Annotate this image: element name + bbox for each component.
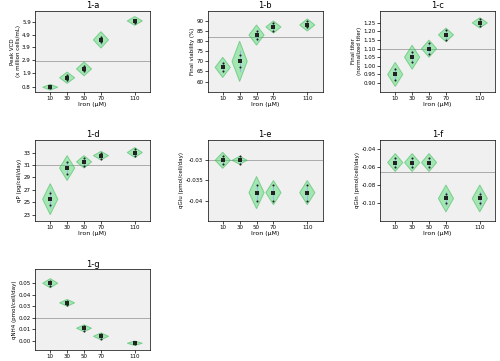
Title: 1-c: 1-c <box>431 1 444 10</box>
Polygon shape <box>388 153 403 171</box>
Y-axis label: qGlu (pmol/cell/day): qGlu (pmol/cell/day) <box>179 152 184 209</box>
Y-axis label: qP (pg/cell/day): qP (pg/cell/day) <box>18 159 22 202</box>
Title: 1-f: 1-f <box>432 130 443 139</box>
Polygon shape <box>266 21 281 33</box>
Polygon shape <box>438 28 454 42</box>
Polygon shape <box>232 41 247 82</box>
Polygon shape <box>60 299 74 306</box>
Polygon shape <box>76 156 92 168</box>
Y-axis label: Final viability (%): Final viability (%) <box>190 27 195 75</box>
Polygon shape <box>422 40 436 57</box>
Polygon shape <box>232 156 247 164</box>
Title: 1-g: 1-g <box>86 260 100 269</box>
Polygon shape <box>42 184 58 215</box>
Polygon shape <box>42 279 58 288</box>
Polygon shape <box>472 18 488 28</box>
Polygon shape <box>300 19 315 31</box>
Polygon shape <box>215 57 230 78</box>
Polygon shape <box>249 25 264 45</box>
X-axis label: Iron (μM): Iron (μM) <box>78 231 106 236</box>
Polygon shape <box>266 180 281 205</box>
Y-axis label: Final titer
(normalized titer): Final titer (normalized titer) <box>352 27 362 75</box>
Polygon shape <box>94 151 108 160</box>
Polygon shape <box>94 32 108 48</box>
Polygon shape <box>404 45 419 69</box>
X-axis label: Iron (μM): Iron (μM) <box>424 231 452 236</box>
Polygon shape <box>249 177 264 209</box>
Y-axis label: Peak VCD
(x million cells/mL): Peak VCD (x million cells/mL) <box>10 25 20 77</box>
Polygon shape <box>388 62 403 87</box>
X-axis label: Iron (μM): Iron (μM) <box>78 102 106 107</box>
Title: 1-e: 1-e <box>258 130 272 139</box>
Title: 1-a: 1-a <box>86 1 99 10</box>
Polygon shape <box>404 153 419 171</box>
Polygon shape <box>127 148 142 157</box>
Title: 1-d: 1-d <box>86 130 100 139</box>
Polygon shape <box>215 152 230 168</box>
Y-axis label: qGln (pmol/cell/day): qGln (pmol/cell/day) <box>355 152 360 209</box>
Y-axis label: qNH4 (pmol/cell/day): qNH4 (pmol/cell/day) <box>12 280 17 339</box>
Polygon shape <box>422 153 436 171</box>
Polygon shape <box>300 180 315 205</box>
X-axis label: Iron (μM): Iron (μM) <box>251 231 279 236</box>
Polygon shape <box>472 185 488 212</box>
X-axis label: Iron (μM): Iron (μM) <box>424 102 452 107</box>
Polygon shape <box>42 84 58 90</box>
Polygon shape <box>60 156 74 180</box>
Polygon shape <box>127 17 142 25</box>
Title: 1-b: 1-b <box>258 1 272 10</box>
Polygon shape <box>438 185 454 212</box>
X-axis label: Iron (μM): Iron (μM) <box>251 102 279 107</box>
Polygon shape <box>76 325 92 332</box>
Polygon shape <box>60 72 74 83</box>
Polygon shape <box>127 341 142 345</box>
Polygon shape <box>76 62 92 76</box>
Polygon shape <box>94 333 108 340</box>
